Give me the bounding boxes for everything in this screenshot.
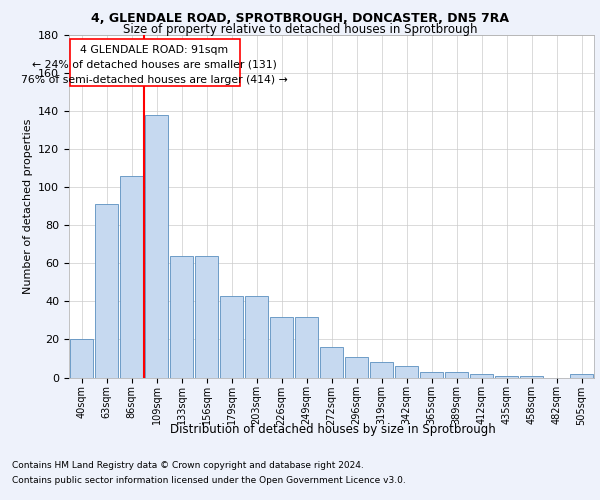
- Bar: [95, 204, 118, 378]
- Bar: [419, 372, 443, 378]
- Bar: [194, 256, 218, 378]
- Bar: [370, 362, 394, 378]
- Text: Size of property relative to detached houses in Sprotbrough: Size of property relative to detached ho…: [123, 24, 477, 36]
- Text: Contains public sector information licensed under the Open Government Licence v3: Contains public sector information licen…: [12, 476, 406, 485]
- Text: 4, GLENDALE ROAD, SPROTBROUGH, DONCASTER, DN5 7RA: 4, GLENDALE ROAD, SPROTBROUGH, DONCASTER…: [91, 12, 509, 26]
- Bar: [520, 376, 544, 378]
- Bar: [220, 296, 244, 378]
- Bar: [494, 376, 518, 378]
- Bar: [569, 374, 593, 378]
- Bar: [70, 340, 94, 378]
- Text: ← 24% of detached houses are smaller (131): ← 24% of detached houses are smaller (13…: [32, 60, 277, 70]
- Bar: [295, 316, 319, 378]
- Bar: [269, 316, 293, 378]
- Bar: [245, 296, 268, 378]
- Text: 76% of semi-detached houses are larger (414) →: 76% of semi-detached houses are larger (…: [21, 75, 288, 85]
- Text: 4 GLENDALE ROAD: 91sqm: 4 GLENDALE ROAD: 91sqm: [80, 44, 229, 54]
- Text: Distribution of detached houses by size in Sprotbrough: Distribution of detached houses by size …: [170, 422, 496, 436]
- Bar: [70, 39, 239, 86]
- Bar: [119, 176, 143, 378]
- Bar: [445, 372, 469, 378]
- Bar: [395, 366, 418, 378]
- Bar: [145, 115, 169, 378]
- Bar: [170, 256, 193, 378]
- Bar: [320, 347, 343, 378]
- Bar: [470, 374, 493, 378]
- Text: Contains HM Land Registry data © Crown copyright and database right 2024.: Contains HM Land Registry data © Crown c…: [12, 461, 364, 470]
- Y-axis label: Number of detached properties: Number of detached properties: [23, 118, 32, 294]
- Bar: [344, 356, 368, 378]
